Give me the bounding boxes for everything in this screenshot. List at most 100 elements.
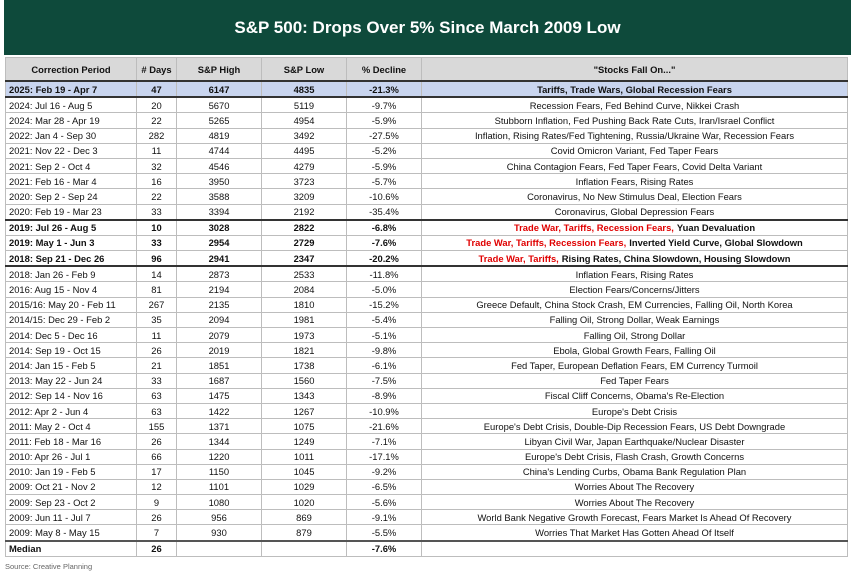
- cell-low: 1738: [261, 357, 347, 374]
- cell-period: 2012: Apr 2 - Jun 4: [5, 402, 137, 420]
- reason-part: Trade War, Tariffs, Recession Fears,: [513, 222, 674, 234]
- table-row: 2009: Sep 23 - Oct 2 9 1080 1020 -5.6% Worrie…: [5, 494, 848, 511]
- table-body: 2025: Feb 19 - Apr 7 47 6147 4835 -21.3% Tari…: [5, 79, 848, 557]
- cell-reason: Stubborn Inflation, Fed Pushing Back Rat…: [421, 112, 848, 129]
- table-row: 2018: Jan 26 - Feb 9 14 2873 2533 -11.8% Infl…: [5, 265, 848, 283]
- table-row: 2012: Apr 2 - Jun 4 63 1422 1267 -10.9% Europ…: [5, 402, 848, 420]
- cell-low: 2729: [261, 234, 347, 252]
- cell-low: 1029: [261, 478, 347, 496]
- table-row: 2014: Sep 19 - Oct 15 26 2019 1821 -9.8% Ebol…: [5, 342, 848, 359]
- cell-high: 5670: [176, 96, 262, 114]
- cell-high: 3394: [176, 203, 262, 221]
- cell-high: 2135: [176, 296, 262, 313]
- cell-period: 2009: Jun 11 - Jul 7: [5, 509, 137, 526]
- cell-reason: Worries That Market Has Gotten Ahead Of …: [421, 524, 848, 542]
- cell-decline: -27.5%: [346, 127, 422, 144]
- cell-high: 3028: [176, 218, 262, 236]
- table-row: 2020: Sep 2 - Sep 24 22 3588 3209 -10.6% Coro…: [5, 188, 848, 205]
- cell-decline: -5.4%: [346, 311, 422, 329]
- cell-reason: World Bank Negative Growth Forecast, Fea…: [421, 509, 848, 526]
- reason-part: Inverted Yield Curve, Global Slowdown: [629, 237, 803, 249]
- cell-reason: Trade War, Tariffs, Rising Rates, China S…: [421, 250, 848, 268]
- cell-period: 2010: Apr 26 - Jul 1: [5, 448, 137, 465]
- cell-days: 21: [136, 357, 177, 374]
- table-row: 2014: Jan 15 - Feb 5 21 1851 1738 -6.1% Fed T…: [5, 357, 848, 374]
- cell-decline: -9.2%: [346, 463, 422, 480]
- cell-period: 2011: May 2 - Oct 4: [5, 418, 137, 435]
- cell-high: 2079: [176, 326, 262, 344]
- cell-high: 6147: [176, 79, 262, 99]
- cell-low: 1810: [261, 296, 347, 313]
- cell-high: 1344: [176, 433, 262, 450]
- cell-period: 2009: Sep 23 - Oct 2: [5, 494, 137, 511]
- table-row: 2014/15: Dec 29 - Feb 2 35 2094 1981 -5.4% Fa…: [5, 311, 848, 329]
- cell-low: 3209: [261, 188, 347, 205]
- table-row: 2009: Jun 11 - Jul 7 26 956 869 -9.1% World B…: [5, 509, 848, 526]
- cell-period: 2018: Jan 26 - Feb 9: [5, 265, 137, 283]
- cell-period: 2025: Feb 19 - Apr 7: [5, 79, 137, 99]
- table-row: 2021: Sep 2 - Oct 4 32 4546 4279 -5.9% China …: [5, 157, 848, 175]
- column-header: Correction Period: [5, 57, 137, 82]
- cell-reason: Inflation Fears, Rising Rates: [421, 265, 848, 283]
- cell-low: 1343: [261, 387, 347, 404]
- cell-high: 2194: [176, 281, 262, 298]
- header-row: Correction Period # Days S&P High S&P Low% …: [5, 57, 848, 82]
- cell-period: 2019: May 1 - Jun 3: [5, 234, 137, 252]
- cell-days: 63: [136, 387, 177, 404]
- cell-period: 2014: Jan 15 - Feb 5: [5, 357, 137, 374]
- cell-decline: -6.1%: [346, 357, 422, 374]
- cell-days: 47: [136, 79, 177, 99]
- cell-low: 2347: [261, 250, 347, 268]
- cell-decline: -8.9%: [346, 387, 422, 404]
- cell-period: 2016: Aug 15 - Nov 4: [5, 281, 137, 298]
- median-row: Median 26 -7.6%: [5, 539, 848, 557]
- cell-decline: -11.8%: [346, 265, 422, 283]
- cell-days: 22: [136, 188, 177, 205]
- cell-reason: Libyan Civil War, Japan Earthquake/Nucle…: [421, 433, 848, 450]
- cell-low: 3723: [261, 173, 347, 190]
- table-row: 2022: Jan 4 - Sep 30 282 4819 3492 -27.5% Inf…: [5, 127, 848, 144]
- cell-decline: -5.9%: [346, 112, 422, 129]
- cell-low: 2084: [261, 281, 347, 298]
- cell-low: 1821: [261, 342, 347, 359]
- cell-period: 2020: Sep 2 - Sep 24: [5, 188, 137, 205]
- cell-period: 2020: Feb 19 - Mar 23: [5, 203, 137, 221]
- cell-decline: -35.4%: [346, 203, 422, 221]
- cell-reason: Falling Oil, Strong Dollar: [421, 326, 848, 344]
- cell-days: 96: [136, 250, 177, 268]
- cell-low: 4835: [261, 79, 347, 99]
- cell-days: 22: [136, 112, 177, 129]
- table-row: 2009: May 8 - May 15 7 930 879 -5.5% Worries …: [5, 524, 848, 542]
- cell-low: 1045: [261, 463, 347, 480]
- cell-days: 16: [136, 173, 177, 190]
- cell-period: 2021: Feb 16 - Mar 4: [5, 173, 137, 190]
- table-row: 2020: Feb 19 - Mar 23 33 3394 2192 -35.4% Cor…: [5, 203, 848, 221]
- cell-reason: Election Fears/Concerns/Jitters: [421, 281, 848, 298]
- cell-reason: Covid Omicron Variant, Fed Taper Fears: [421, 142, 848, 159]
- cell-days: 26: [136, 509, 177, 526]
- cell-days: 33: [136, 203, 177, 221]
- column-header: S&P Low: [261, 57, 347, 82]
- cell-days: 10: [136, 218, 177, 236]
- table-row: 2011: Feb 18 - Mar 16 26 1344 1249 -7.1% Liby…: [5, 433, 848, 450]
- median-days: 26: [136, 539, 177, 557]
- table-row: 2009: Oct 21 - Nov 2 12 1101 1029 -6.5% Worri…: [5, 478, 848, 496]
- cell-period: 2011: Feb 18 - Mar 16: [5, 433, 137, 450]
- cell-period: 2024: Mar 28 - Apr 19: [5, 112, 137, 129]
- cell-days: 155: [136, 418, 177, 435]
- cell-days: 33: [136, 372, 177, 389]
- cell-low: 1267: [261, 402, 347, 420]
- cell-reason: Ebola, Global Growth Fears, Falling Oil: [421, 342, 848, 359]
- cell-low: 4954: [261, 112, 347, 129]
- cell-reason: Tariffs, Trade Wars, Global Recession Fe…: [421, 79, 848, 99]
- cell-period: 2021: Nov 22 - Dec 3: [5, 142, 137, 159]
- cell-decline: -20.2%: [346, 250, 422, 268]
- title: S&P 500: Drops Over 5% Since March 2009 …: [4, 0, 851, 55]
- cell-reason: Worries About The Recovery: [421, 478, 848, 496]
- cell-period: 2014: Sep 19 - Oct 15: [5, 342, 137, 359]
- cell-decline: -15.2%: [346, 296, 422, 313]
- cell-low: 2192: [261, 203, 347, 221]
- cell-decline: -9.7%: [346, 96, 422, 114]
- cell-decline: -7.6%: [346, 234, 422, 252]
- cell-reason: Fed Taper Fears: [421, 372, 848, 389]
